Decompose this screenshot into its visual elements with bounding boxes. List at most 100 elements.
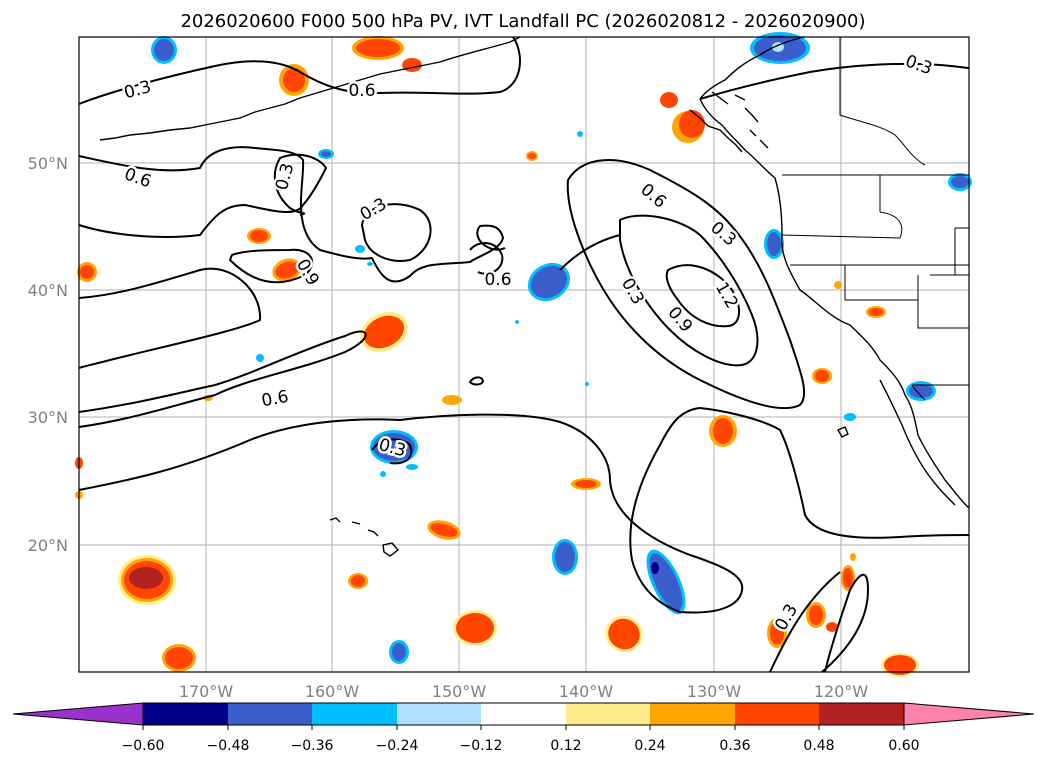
positive-anomaly-blob [806,602,826,628]
baja-coastline [879,379,956,506]
colorbar-segment [397,703,481,725]
pv-contour-line [821,574,869,673]
lon-label-120w: 120°W [814,682,869,701]
positive-anomaly-blob [453,610,497,646]
negative-anomaly-blob [389,640,409,664]
colorbar-tick-label: −0.48 [207,738,250,754]
positive-anomaly-blob [118,555,176,605]
political-borders [781,37,969,401]
positive-anomaly-blob [660,92,678,108]
positive-anomaly-blob [359,311,409,353]
colorbar-extend-max [903,702,1035,726]
positive-anomaly-blob [247,228,271,244]
positive-anomaly-blob [605,615,643,653]
colorbar-tick-label: 0.60 [888,738,919,754]
alaska-panhandle-islands [689,91,769,153]
pv-contour-line [699,62,970,100]
coastlines [99,36,970,557]
lat-label-20n: 20°N [28,536,68,555]
state-border [911,384,969,401]
pv-contour-line [665,264,740,328]
positive-anomaly-blob [526,151,538,161]
colorbar-segment [650,703,735,725]
positive-anomaly-blob [427,520,461,540]
positive-anomaly-blob [352,36,404,60]
pv-contour-line [361,203,432,262]
positive-anomaly-blob [881,653,919,677]
colorbar-tick-label: 0.12 [550,738,581,754]
positive-anomaly-blob [77,262,97,282]
lat-label-50n: 50°N [28,154,68,173]
longitude-labels: 170°W 160°W 150°W 140°W 130°W 120°W [179,682,869,701]
lon-label-160w: 160°W [305,682,360,701]
positive-anomaly-blob [812,368,832,384]
alaska-coastline [439,36,521,63]
lon-label-130w: 130°W [687,682,742,701]
negative-anomaly-blob [318,149,334,159]
contour-label: 0.6 [260,387,290,411]
pv-contour-line [78,330,367,428]
hawaii-islands [329,517,400,557]
positive-anomaly-blob [162,644,196,672]
negative-anomaly-blob [948,173,972,191]
alaska-canada-border [839,37,926,166]
pv-contour-line [769,571,841,673]
figure-title: 2026020600 F000 500 hPa PV, IVT Landfall… [180,11,865,32]
colorbar-tick-label: 0.36 [719,738,750,754]
positive-anomaly-blob [834,281,842,289]
colorbar-segment [143,703,228,725]
pv-contour-line [78,407,970,614]
map-panel [75,32,972,677]
colorbar-ticks [142,725,905,730]
pv-contour-line [469,376,484,386]
negative-anomaly-blob [552,539,578,575]
positive-anomaly-blob [402,58,422,72]
positive-anomaly-blob [866,306,886,318]
colorbar-tick-label: 0.24 [634,738,665,754]
lat-label-30n: 30°N [28,408,68,427]
colorbar-tick-label: −0.12 [460,738,503,754]
state-border [917,264,969,300]
gridlines [79,37,969,672]
negative-anomaly-blob [906,381,936,401]
lon-label-150w: 150°W [432,682,487,701]
positive-anomaly-blob [348,573,368,589]
pv-contour-line [78,267,262,369]
colorbar-tick-label: 0.48 [803,738,834,754]
negative-anomaly-blob [646,549,686,615]
negative-anomaly-blob [370,430,418,464]
negative-anomaly-blob [527,262,571,302]
north-america-coastline [699,98,970,509]
pv-contours [78,36,970,673]
positive-anomaly-blob [272,258,302,282]
map-frame [78,36,970,673]
colorbar-frame [142,702,905,726]
pv-contour-line [619,214,759,367]
positive-anomaly-blob [767,618,787,648]
colorbar-segment [819,703,904,725]
pv-contour-line [78,153,327,238]
pv-contour-line [229,248,314,284]
colorbar-segment [228,703,312,725]
lon-label-170w: 170°W [179,682,234,701]
ivt-anomaly-fills [75,32,972,677]
colorbar-segment [735,703,819,725]
colorbar-tick-label: −0.36 [291,738,334,754]
negative-anomaly-blob [151,36,177,64]
aleutian-islands [99,61,441,141]
colorbar-segment [312,703,397,725]
colorbar-tick-label: −0.24 [376,738,419,754]
pv-contour-line [78,146,506,283]
negative-anomaly-blob [764,229,784,259]
positive-anomaly-blob [826,622,838,632]
state-border [781,175,903,239]
pv-contour-line [78,36,521,105]
colorbar-extend-min [12,702,144,726]
positive-anomaly-blob [850,553,856,561]
north-america-coastline [699,36,806,100]
negative-anomaly-blob [256,131,856,477]
colorbar-segment [566,703,650,725]
pv-contour-line [559,234,621,271]
positive-anomaly-blob [841,565,855,591]
